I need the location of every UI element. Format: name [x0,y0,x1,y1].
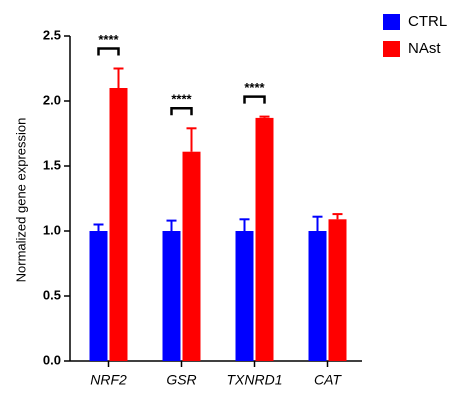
y-tick-label: 0.0 [43,352,61,367]
legend-label: NAst [408,40,441,57]
x-tick-label: NRF2 [90,372,127,388]
y-axis-label: Normalized gene expression [13,118,28,283]
significance-bracket [170,107,193,116]
bar [162,231,181,361]
legend-label: CTRL [408,13,447,30]
bar [109,88,128,361]
y-tick-label: 2.0 [43,92,61,107]
y-tick-label: 2.5 [43,27,61,42]
significance-label: **** [171,92,192,107]
significance-bracket [243,95,266,104]
legend-swatch [383,41,400,57]
bar [235,231,254,361]
bar [328,219,347,361]
x-tick-label: GSR [166,372,196,388]
bar [89,231,108,361]
x-tick-label: CAT [314,372,342,388]
y-tick-label: 1.5 [43,157,61,172]
significance-label: **** [244,80,265,95]
y-tick-label: 0.5 [43,287,61,302]
bar [255,117,274,362]
significance-bracket [97,47,120,56]
bar [182,151,201,361]
legend-swatch [383,14,400,30]
x-tick-label: TXNRD1 [226,372,282,388]
bar [308,231,327,361]
y-tick-label: 1.0 [43,222,61,237]
significance-label: **** [98,32,119,47]
